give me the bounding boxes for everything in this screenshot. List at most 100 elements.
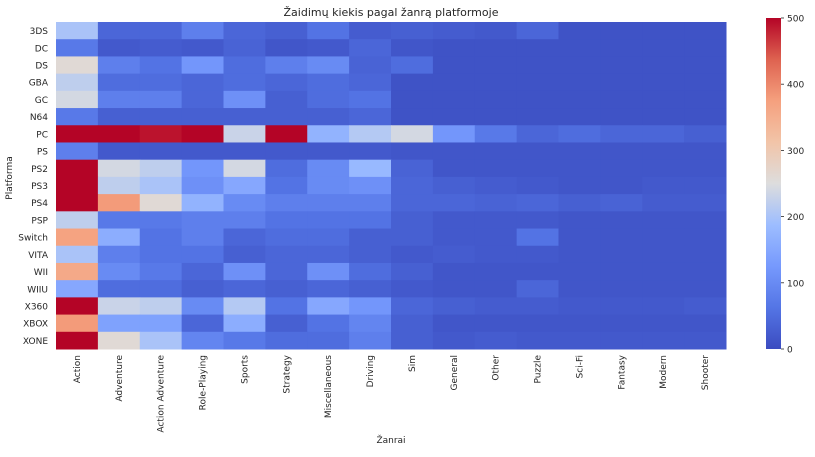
x-tick-label: Action [73,355,83,383]
heatmap-cell [265,297,308,316]
heatmap-cell [558,280,601,298]
heatmap-cell [223,280,266,298]
heatmap-cell [223,39,266,57]
heatmap-cell [642,211,685,230]
heatmap-cell [349,331,392,350]
heatmap-cell [307,142,350,161]
heatmap-cell [432,211,476,230]
heatmap-cell [349,39,392,57]
heatmap-cell [265,331,308,350]
heatmap-cell [558,56,601,75]
heatmap-cell [642,56,685,75]
heatmap-cell [684,22,727,40]
heatmap-cell [391,73,434,92]
heatmap-cell [600,90,643,109]
x-tick-label: Shooter [701,355,711,390]
heatmap-cell [181,39,225,57]
heatmap-cell [56,331,99,350]
heatmap-cell [558,22,601,40]
heatmap-cell [349,108,392,126]
heatmap-cell [307,73,350,92]
heatmap-cell [223,331,266,350]
heatmap-cell [516,280,560,298]
heatmap-cell [516,331,560,350]
heatmap-cell [56,159,99,178]
heatmap-cell [474,211,518,230]
heatmap-cell [474,90,518,109]
heatmap-cell [642,280,685,298]
y-tick-label: GC [35,96,48,106]
heatmap-cell [684,73,727,92]
heatmap-cell [600,56,643,75]
heatmap-cell [223,194,266,212]
heatmap-cell [97,228,141,247]
heatmap-cell [181,125,225,143]
x-tick-label: Driving [366,355,376,387]
heatmap-cell [181,73,225,92]
heatmap-cell [642,142,685,161]
heatmap-cell [516,262,560,281]
x-tick-label: Action Adventure [157,355,167,433]
heatmap-cell [265,280,308,298]
heatmap-cell [56,314,99,333]
heatmap-cell [56,108,99,126]
heatmap-cell [432,314,476,333]
x-tick-label: Modern [659,355,669,389]
heatmap-cell [516,228,560,247]
y-tick-label: DC [35,44,48,54]
heatmap-cell [474,228,518,247]
heatmap-cell [56,211,99,230]
heatmap-cell [139,280,183,298]
heatmap-cell [516,297,560,316]
heatmap-cell [97,297,141,316]
heatmap-cell [474,108,518,126]
x-tick-label: Fantasy [617,354,627,389]
x-tick-label: Adventure [115,355,125,402]
heatmap-cell [600,22,643,40]
heatmap-cell [307,331,350,350]
heatmap-cell [642,22,685,40]
y-tick-label: XONE [23,337,48,347]
heatmap-cell [307,90,350,109]
heatmap-cell [558,159,601,178]
heatmap-cell [223,56,266,75]
heatmap-cell [600,159,643,178]
heatmap-cell [684,194,727,212]
heatmap-cell [139,73,183,92]
heatmap-cell [307,262,350,281]
chart-title: Žaidimų kiekis pagal žanrą platformoje [284,6,499,19]
heatmap-cell [97,211,141,230]
x-tick-label: Sci-Fi [575,355,585,378]
heatmap-cell [684,280,727,298]
heatmap-cell [223,245,266,264]
heatmap-cell [139,39,183,57]
heatmap-cell [265,142,308,161]
heatmap-cell [349,22,392,40]
heatmap-cell [307,22,350,40]
heatmap-cell [516,90,560,109]
heatmap-cell [181,22,225,40]
heatmap-cell [139,90,183,109]
heatmap-cell [600,142,643,161]
heatmap-cell [474,194,518,212]
heatmap-cell [474,142,518,161]
y-tick-label: DS [35,62,48,72]
heatmap-cell [391,211,434,230]
heatmap-cell [391,56,434,75]
heatmap-cell [600,39,643,57]
heatmap-cell [391,108,434,126]
heatmap-cell [307,176,350,195]
heatmap-cell [474,280,518,298]
heatmap-cell [684,245,727,264]
heatmap-cell [223,142,266,161]
heatmap-cell [181,314,225,333]
heatmap-cell [516,142,560,161]
heatmap-cell [474,159,518,178]
heatmap-cell [474,314,518,333]
heatmap-cell [181,108,225,126]
heatmap-cell [391,280,434,298]
heatmap-cell [56,245,99,264]
heatmap-cell [558,176,601,195]
heatmap-cell [223,125,266,143]
